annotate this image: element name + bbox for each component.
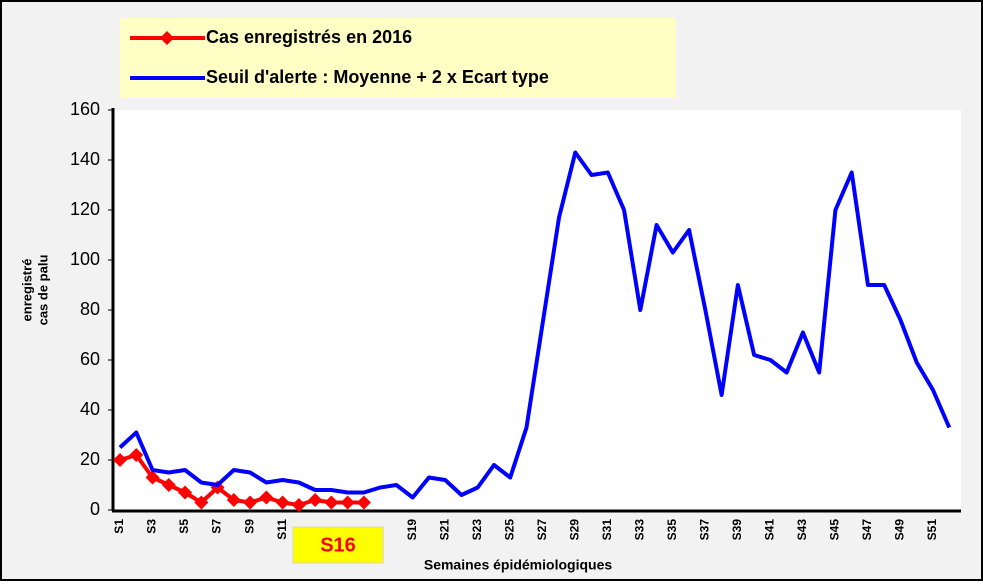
y-axis-title-line: cas de palu <box>35 255 50 326</box>
marker <box>275 495 290 510</box>
marker <box>259 490 274 505</box>
y-tick-label: 160 <box>70 99 100 119</box>
marker <box>129 448 144 462</box>
x-tick-label: S5 <box>177 519 191 534</box>
x-tick-label: S25 <box>502 519 516 541</box>
y-tick-label: 120 <box>70 199 100 219</box>
x-tick-label: S3 <box>145 519 159 534</box>
legend-box <box>120 18 676 98</box>
x-tick-label: S7 <box>210 519 224 534</box>
marker <box>340 495 355 510</box>
x-tick-label: S43 <box>795 519 809 541</box>
marker <box>161 478 176 492</box>
x-tick-label: S9 <box>242 519 256 534</box>
legend-marker <box>160 31 174 45</box>
y-axis-title: cas de palu enregistré <box>19 255 50 326</box>
x-tick-label: S19 <box>405 519 419 541</box>
x-tick-label: S47 <box>860 519 874 541</box>
x-tick-label: S41 <box>763 519 777 541</box>
marker <box>226 493 241 507</box>
marker <box>291 498 306 512</box>
x-tick-label: S35 <box>665 519 679 541</box>
y-tick-label: 80 <box>80 299 100 319</box>
annotation: S16 <box>320 534 356 556</box>
marker <box>324 495 339 510</box>
marker <box>308 493 323 507</box>
marker <box>113 453 127 467</box>
x-tick-label: S49 <box>893 519 907 541</box>
x-tick-label: S37 <box>698 519 712 541</box>
marker <box>243 495 258 510</box>
x-tick-label: S45 <box>828 519 842 541</box>
y-tick-label: 100 <box>70 249 100 269</box>
x-tick-label: S29 <box>567 519 581 541</box>
y-axis-title-line: enregistré <box>19 259 34 322</box>
x-axis-title: Semaines épidémiologiques <box>424 557 612 573</box>
x-tick-label: S1 <box>112 519 126 534</box>
legend-label: Cas enregistrés en 2016 <box>206 27 412 47</box>
x-tick-label: S21 <box>437 519 451 541</box>
series-line <box>119 453 364 507</box>
y-tick-label: 60 <box>80 349 100 369</box>
marker <box>194 495 209 510</box>
y-tick-label: 140 <box>70 149 100 169</box>
y-tick-label: 20 <box>80 449 100 469</box>
y-tick-label: 40 <box>80 399 100 419</box>
series-line <box>118 150 952 500</box>
x-tick-label: S39 <box>730 519 744 541</box>
plot-area <box>113 110 961 510</box>
y-tick-label: 0 <box>90 499 100 519</box>
x-tick-label: S33 <box>632 519 646 541</box>
legend-label: Seuil d'alerte : Moyenne + 2 x Ecart typ… <box>206 67 549 87</box>
annotation-box <box>292 526 384 564</box>
marker <box>178 485 193 500</box>
marker <box>356 495 371 510</box>
x-tick-label: S51 <box>925 519 939 541</box>
x-tick-label: S11 <box>275 519 289 540</box>
x-tick-label: S27 <box>535 519 549 541</box>
x-tick-label: S31 <box>600 519 614 541</box>
marker <box>145 470 160 485</box>
x-tick-label: S23 <box>470 519 484 541</box>
